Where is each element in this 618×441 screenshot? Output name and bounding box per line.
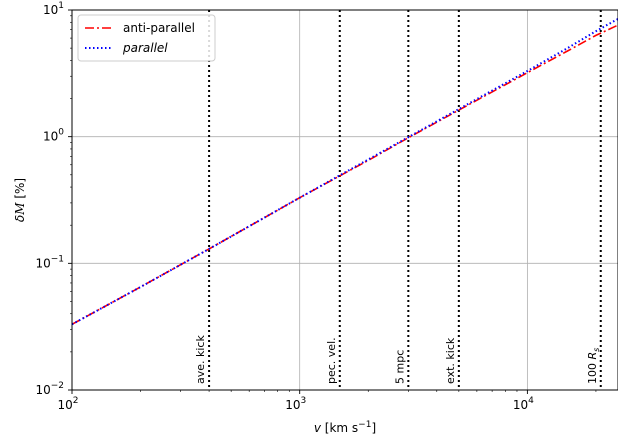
reference-vline-label: ext. kick [444, 337, 457, 384]
y-tick-label: 100 [43, 128, 64, 144]
y-tick-label-base: 10 [35, 256, 50, 270]
y-tick-label-exp: −2 [51, 381, 64, 391]
reference-vline-label-symbol: R [586, 352, 599, 360]
reference-vline-label-sub: s [592, 348, 601, 352]
x-tick-label-base: 10 [285, 398, 300, 412]
x-tick-label: 104 [513, 396, 534, 412]
y-axis-label-unit: [%] [13, 178, 27, 203]
x-tick-label: 103 [285, 396, 306, 412]
legend-box [77, 14, 216, 62]
legend-label-anti-parallel: anti-parallel [123, 21, 195, 35]
y-tick-label-base: 10 [35, 383, 50, 397]
y-tick-label: 10−1 [35, 254, 64, 270]
reference-vline-label: ave. kick [194, 335, 207, 384]
reference-vline-label: 100 Rs [586, 348, 601, 384]
x-tick-label-exp: 4 [528, 396, 534, 406]
reference-line-labels: ave. kick pec. vel. 5 mpc ext. kick 100 Rs [194, 335, 601, 384]
x-tick-label-base: 10 [57, 398, 72, 412]
series-lines [71, 18, 618, 326]
x-axis-label-unit: [km s [325, 421, 358, 435]
y-tick-label-exp: 1 [58, 1, 64, 11]
y-tick-label-exp: −1 [51, 254, 64, 264]
y-tick-label-base: 10 [43, 3, 58, 17]
y-tick-label-base: 10 [43, 130, 58, 144]
y-tick-label: 10−2 [35, 381, 64, 397]
y-axis-label-symbol: M [13, 202, 27, 216]
x-tick-label-exp: 2 [73, 396, 79, 406]
y-axis-label-delta: δ [13, 215, 27, 222]
reference-lines [208, 10, 602, 390]
x-tick-label-exp: 3 [300, 396, 306, 406]
y-tick-label-exp: 0 [58, 128, 64, 138]
x-axis-label-exp: −1 [358, 420, 371, 430]
series-line-parallel [71, 18, 618, 326]
x-axis-label-close: ] [371, 421, 376, 435]
y-axis-label: δM [%] [13, 178, 27, 222]
legend-label-parallel: parallel [122, 41, 168, 55]
x-tick-label: 102 [57, 396, 78, 412]
reference-vline-label: 5 mpc [393, 350, 406, 384]
reference-vline-label-prefix: 100 [586, 360, 599, 385]
y-tick-label: 101 [43, 1, 64, 17]
x-tick-label-base: 10 [513, 398, 528, 412]
plot-frame [71, 9, 618, 391]
legend: anti-parallel parallel [77, 14, 216, 62]
x-axis-label-var: v [314, 421, 322, 435]
reference-vline-label: pec. vel. [325, 337, 338, 384]
x-axis-label: v [km s−1] [314, 420, 376, 435]
